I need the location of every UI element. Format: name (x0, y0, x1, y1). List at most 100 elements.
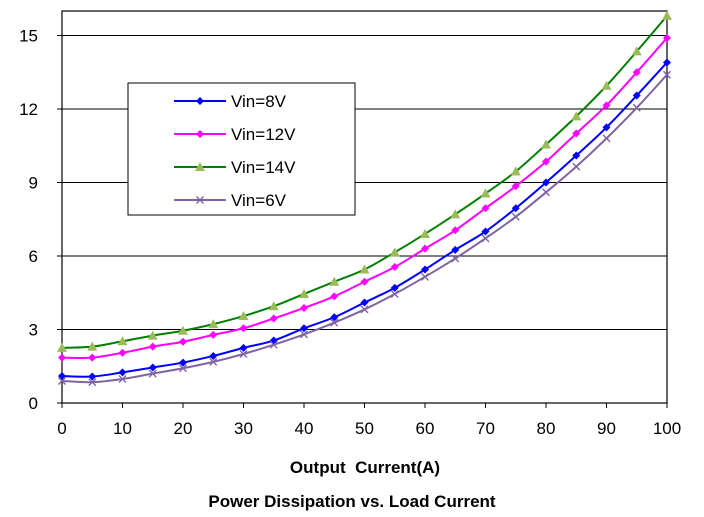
y-tick-label: 12 (19, 100, 38, 119)
legend-marker (196, 97, 204, 105)
data-point (663, 58, 671, 67)
data-point (118, 374, 127, 383)
legend-item: Vin=12V (174, 125, 296, 144)
x-tick-label: 100 (653, 419, 681, 438)
data-point (601, 80, 612, 90)
x-tick-label: 50 (355, 419, 374, 438)
data-point (178, 325, 188, 335)
x-tick-label: 70 (476, 419, 495, 438)
series-vin-8v (58, 58, 671, 381)
data-point (360, 305, 369, 314)
data-point (58, 376, 66, 385)
x-tick-label: 10 (113, 419, 132, 438)
data-point (632, 68, 641, 77)
x-tick-label: 30 (234, 419, 253, 438)
data-point (480, 188, 491, 198)
data-point (541, 139, 551, 149)
chart-title: Power Dissipation vs. Load Current (208, 492, 496, 511)
data-point (268, 301, 279, 311)
data-point (360, 298, 369, 307)
data-point (572, 162, 581, 171)
data-point (420, 228, 430, 238)
data-point (481, 204, 490, 213)
data-point (209, 357, 218, 366)
series-vin-6v (58, 70, 671, 387)
data-point (300, 330, 308, 339)
data-point (239, 343, 248, 352)
data-point (421, 272, 429, 281)
data-point (511, 204, 520, 213)
x-tick-label: 60 (416, 419, 435, 438)
data-point (542, 188, 550, 197)
data-point (451, 245, 460, 254)
data-point (238, 311, 249, 321)
data-point (330, 318, 339, 327)
data-point (88, 353, 97, 362)
data-point (239, 350, 248, 358)
legend: Vin=8V Vin=12V Vin=14V Vin=6V (127, 82, 356, 216)
data-point (179, 364, 187, 373)
series-lines (57, 10, 672, 387)
data-point (450, 209, 461, 219)
data-point (390, 289, 399, 298)
y-tick-label: 9 (29, 174, 38, 193)
data-point (330, 292, 339, 301)
data-point (632, 103, 641, 112)
data-point (239, 324, 248, 333)
data-point (451, 254, 460, 263)
legend-box (127, 82, 356, 216)
legend-marker (195, 162, 205, 171)
data-point (88, 372, 97, 381)
legend-item: Vin=6V (174, 191, 287, 210)
data-point (631, 46, 642, 56)
data-point (300, 324, 308, 333)
data-point (330, 313, 339, 322)
data-point (299, 288, 309, 298)
data-point (300, 303, 308, 312)
data-point (179, 358, 187, 367)
data-point (602, 134, 611, 143)
data-point (389, 247, 400, 257)
data-point (390, 283, 399, 292)
data-point (572, 129, 581, 138)
data-point (148, 369, 157, 378)
data-point (118, 348, 127, 357)
data-point (511, 212, 520, 221)
legend-marker (196, 196, 204, 204)
x-tick-label: 20 (174, 419, 193, 438)
data-point (57, 342, 67, 352)
data-point (510, 166, 521, 176)
data-point (147, 330, 158, 340)
x-tick-label: 90 (597, 419, 616, 438)
x-tick-label: 80 (537, 419, 556, 438)
x-tick-label: 0 (57, 419, 66, 438)
data-point (632, 91, 641, 100)
data-point (359, 264, 370, 274)
data-point (602, 101, 611, 110)
data-point (663, 33, 671, 42)
data-point (118, 368, 127, 377)
legend-label: Vin=14V (231, 158, 296, 177)
data-point (542, 157, 550, 166)
data-point (179, 337, 187, 346)
data-point (481, 234, 490, 243)
data-point (87, 341, 98, 351)
data-point (602, 123, 611, 132)
data-point (662, 10, 672, 20)
data-point (421, 244, 429, 253)
data-point (148, 342, 157, 351)
data-point (571, 111, 582, 121)
data-point (511, 182, 520, 191)
data-point (360, 277, 369, 286)
x-axis-title: Output Current(A) (290, 458, 440, 477)
legend-label: Vin=6V (231, 191, 287, 210)
data-point (572, 151, 581, 160)
data-point (117, 336, 128, 346)
axis-ticks: 0 3 6 9 12 15 0 10 20 30 40 50 60 70 80 90 100 (19, 27, 681, 439)
y-tick-label: 15 (19, 27, 38, 46)
y-tick-label: 3 (29, 321, 38, 340)
legend-item: Vin=14V (174, 158, 296, 177)
data-point (88, 378, 97, 387)
data-point (209, 351, 218, 360)
